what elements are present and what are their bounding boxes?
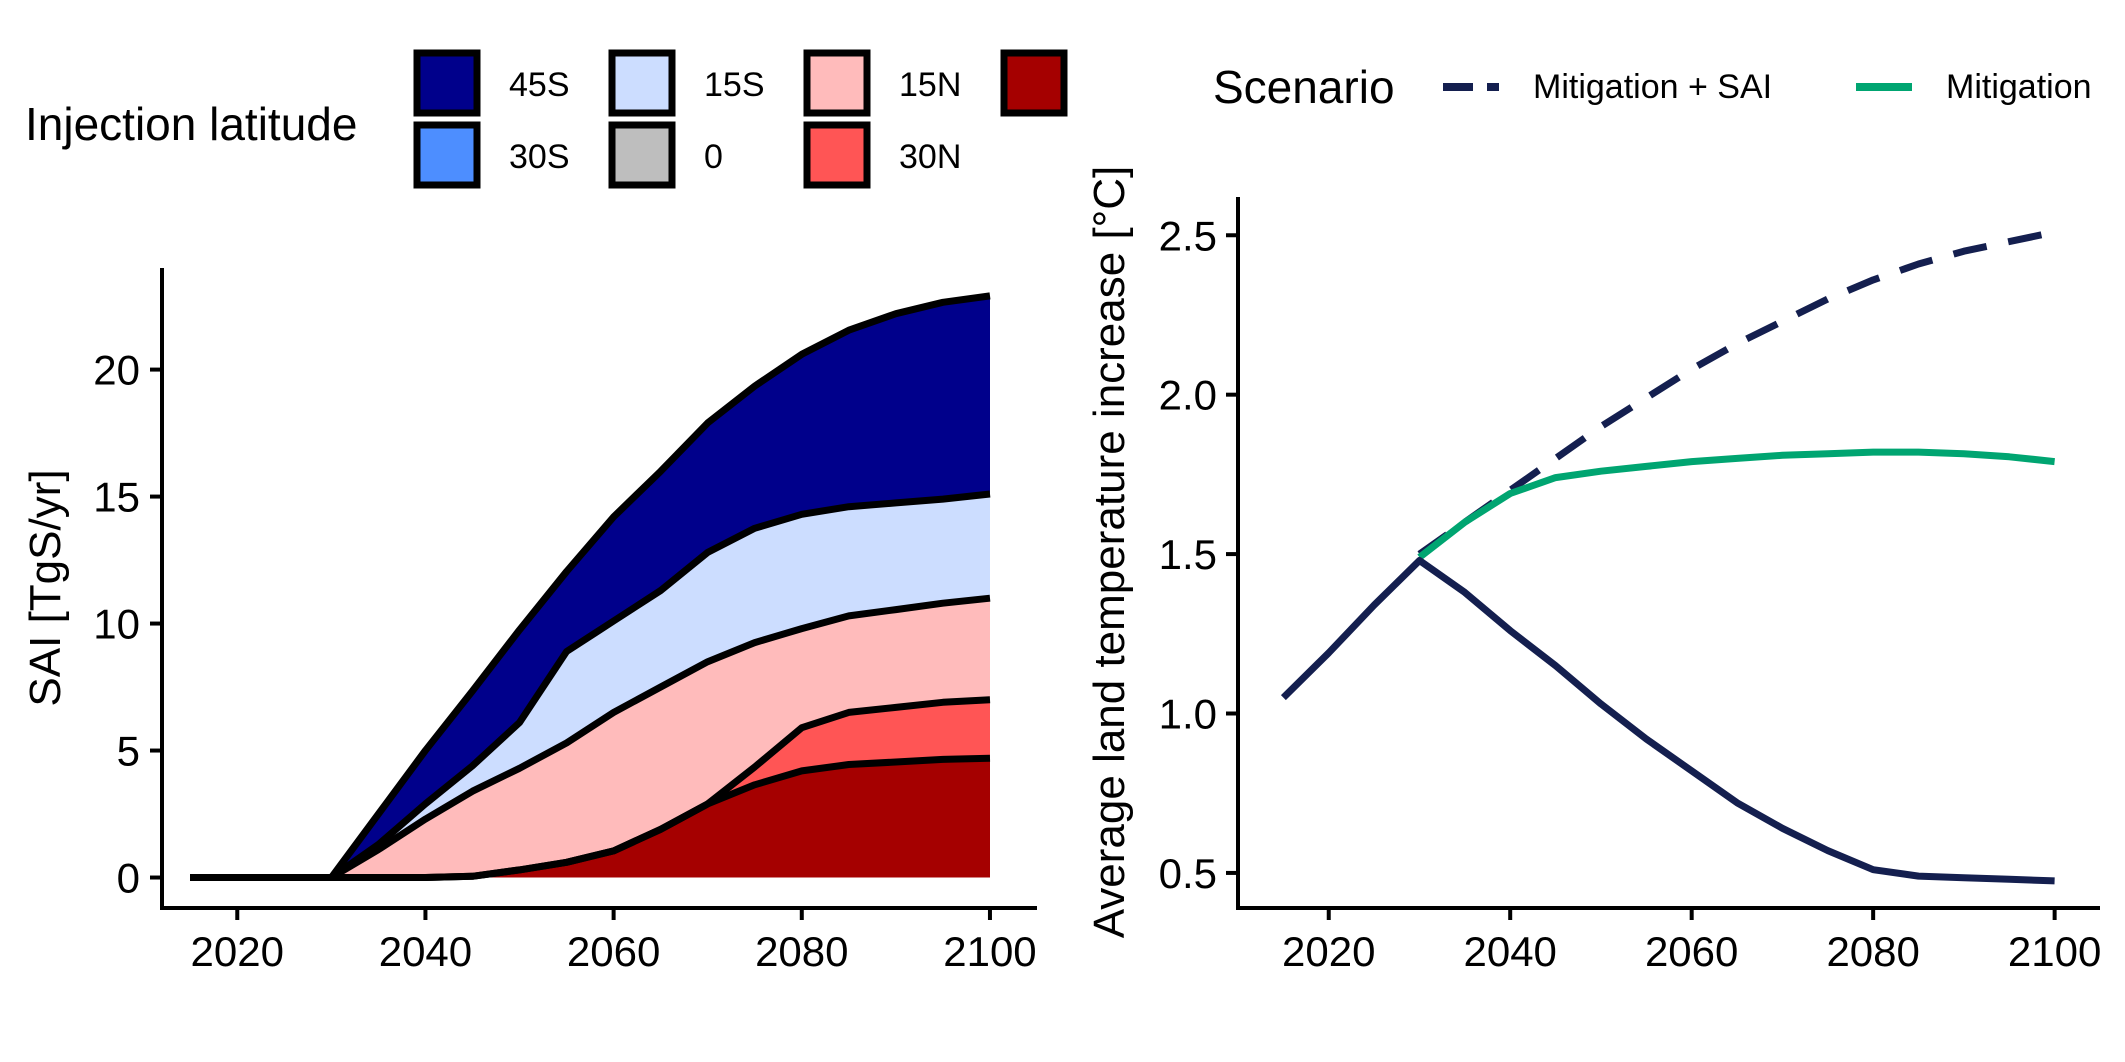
left-x-ticks: 2020 2040 2060 2080 2100 bbox=[191, 908, 1037, 975]
right-legend-title: Scenario bbox=[1213, 61, 1395, 113]
right-y-ticks: 0.5 1.0 1.5 2.0 2.5 bbox=[1159, 212, 1238, 897]
area-15s bbox=[190, 494, 990, 878]
left-y-tick-label: 10 bbox=[93, 601, 140, 648]
line-series-2 bbox=[1280, 557, 2055, 885]
legend-key-45s bbox=[413, 49, 481, 117]
legend-label: 15N bbox=[899, 66, 961, 104]
legend-label: 0 bbox=[704, 138, 723, 176]
left-x-tick-label: 2020 bbox=[191, 928, 284, 975]
left-x-tick-label: 2080 bbox=[755, 928, 848, 975]
left-y-tick-label: 0 bbox=[117, 855, 140, 902]
right-lines bbox=[1280, 228, 2056, 885]
left-x-tick-label: 2100 bbox=[943, 928, 1036, 975]
left-plot: 2020 2040 2060 2080 2100 0 5 10 15 20 SAI [TgS/y… bbox=[21, 268, 1037, 975]
outline-45s bbox=[190, 292, 991, 881]
right-legend: Scenario Mitigation + SAI Mitigation bbox=[1213, 61, 2092, 113]
left-areas bbox=[190, 295, 990, 878]
right-x-tick-label: 2040 bbox=[1463, 928, 1556, 975]
left-y-axis-title: SAI [TgS/yr] bbox=[21, 469, 70, 706]
legend-key-15s bbox=[608, 49, 676, 117]
right-y-tick-label: 1.5 bbox=[1159, 531, 1217, 578]
left-legend-title: Injection latitude bbox=[25, 98, 357, 150]
legend-label: Mitigation + SAI bbox=[1533, 68, 1772, 106]
line-mitigation-sai bbox=[1417, 228, 2056, 557]
right-x-ticks: 2020 2040 2060 2080 2100 bbox=[1282, 908, 2101, 975]
legend-key-30n bbox=[803, 121, 871, 189]
legend-key-30s bbox=[413, 121, 481, 189]
legend-key-series-3 bbox=[1000, 49, 1068, 117]
left-y-tick-label: 5 bbox=[117, 728, 140, 775]
right-y-tick-label: 0.5 bbox=[1159, 850, 1217, 897]
legend-label: 30S bbox=[509, 138, 570, 176]
right-x-tick-label: 2080 bbox=[1826, 928, 1919, 975]
left-legend-keys: 45S 15S 15N 30S 0 30N bbox=[413, 49, 1068, 189]
right-y-tick-label: 2.5 bbox=[1159, 212, 1217, 259]
right-x-tick-label: 2100 bbox=[2008, 928, 2101, 975]
legend-label: 30N bbox=[899, 138, 961, 176]
legend-label: 15S bbox=[704, 66, 765, 104]
area-15n bbox=[190, 598, 990, 878]
right-y-axis-title: Average land temperature increase [°C] bbox=[1085, 166, 1134, 939]
left-outlines bbox=[190, 292, 991, 881]
right-plot: 2020 2040 2060 2080 2100 0.5 1.0 1.5 2.0 2.5 Ave… bbox=[1085, 166, 2101, 975]
area-series-0 bbox=[190, 758, 990, 878]
legend-key-15n bbox=[803, 49, 871, 117]
line-mitigation bbox=[1417, 448, 2055, 561]
right-legend-keys: Mitigation + SAI Mitigation bbox=[1443, 68, 2092, 106]
legend-label: Mitigation bbox=[1946, 68, 2092, 106]
right-x-tick-label: 2060 bbox=[1645, 928, 1738, 975]
right-x-tick-label: 2020 bbox=[1282, 928, 1375, 975]
area-30n bbox=[190, 699, 990, 878]
left-y-tick-label: 15 bbox=[93, 474, 140, 521]
area-45s bbox=[190, 295, 990, 878]
left-y-ticks: 0 5 10 15 20 bbox=[93, 347, 162, 902]
legend-key-0 bbox=[608, 121, 676, 189]
right-y-tick-label: 1.0 bbox=[1159, 691, 1217, 738]
left-x-tick-label: 2040 bbox=[379, 928, 472, 975]
left-x-tick-label: 2060 bbox=[567, 928, 660, 975]
right-y-tick-label: 2.0 bbox=[1159, 372, 1217, 419]
legend-label: 45S bbox=[509, 66, 570, 104]
left-legend: Injection latitude 45S 15S 15N 30S 0 30N bbox=[25, 49, 1068, 189]
left-y-tick-label: 20 bbox=[93, 347, 140, 394]
